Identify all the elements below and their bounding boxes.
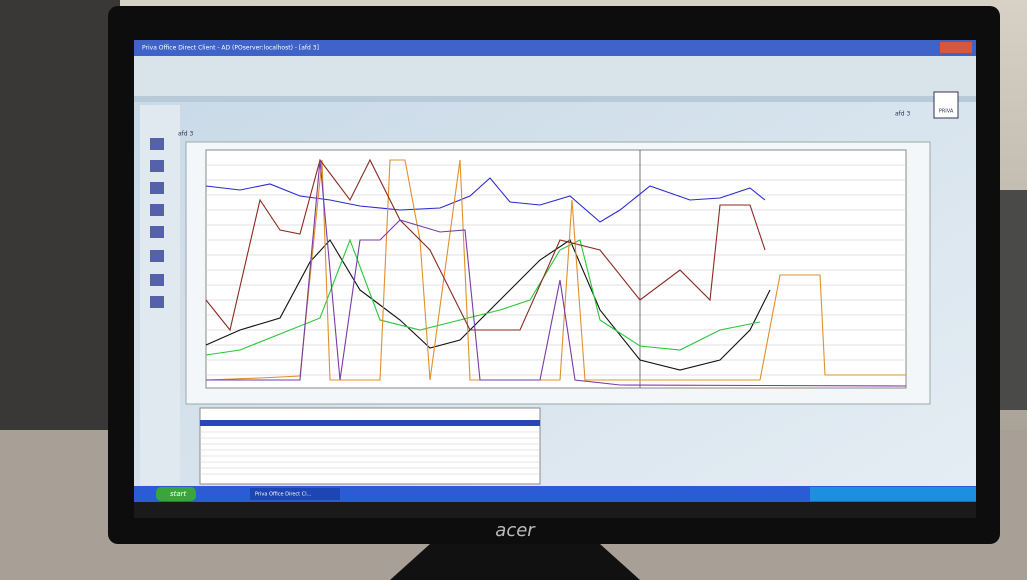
sidebar-icon[interactable] xyxy=(150,296,164,308)
toolbar-separator xyxy=(134,96,976,102)
task-label[interactable]: Priva Office Direct Cl... xyxy=(255,492,312,498)
sidebar-icon[interactable] xyxy=(150,138,164,150)
sidebar-icon[interactable] xyxy=(150,274,164,286)
start-label[interactable]: start xyxy=(170,490,187,498)
sidebar-icon[interactable] xyxy=(150,226,164,238)
window-title: Priva Office Direct Client - AD (POserve… xyxy=(142,45,319,52)
tab-label[interactable]: afd 3 xyxy=(178,131,194,138)
sidebar-icon[interactable] xyxy=(150,160,164,172)
brand-text: PRIVA xyxy=(939,109,954,115)
window-controls[interactable] xyxy=(940,42,972,53)
selected-row[interactable] xyxy=(200,420,540,426)
page: acer Priva Office Direct Client - AD (PO… xyxy=(0,0,1027,580)
left-object xyxy=(0,0,120,440)
toolbars xyxy=(134,56,976,96)
sidebar-icon[interactable] xyxy=(150,204,164,216)
monitor-logo: acer xyxy=(495,520,536,541)
legend-table xyxy=(200,408,540,484)
screen-bottom xyxy=(134,502,976,518)
sidebar-icon[interactable] xyxy=(150,182,164,194)
nav-label[interactable]: afd 3 xyxy=(895,111,911,118)
monitor-stand xyxy=(390,544,640,580)
sidebar-icon[interactable] xyxy=(150,250,164,262)
photo: acer Priva Office Direct Client - AD (PO… xyxy=(0,0,1027,580)
system-tray xyxy=(810,487,976,501)
